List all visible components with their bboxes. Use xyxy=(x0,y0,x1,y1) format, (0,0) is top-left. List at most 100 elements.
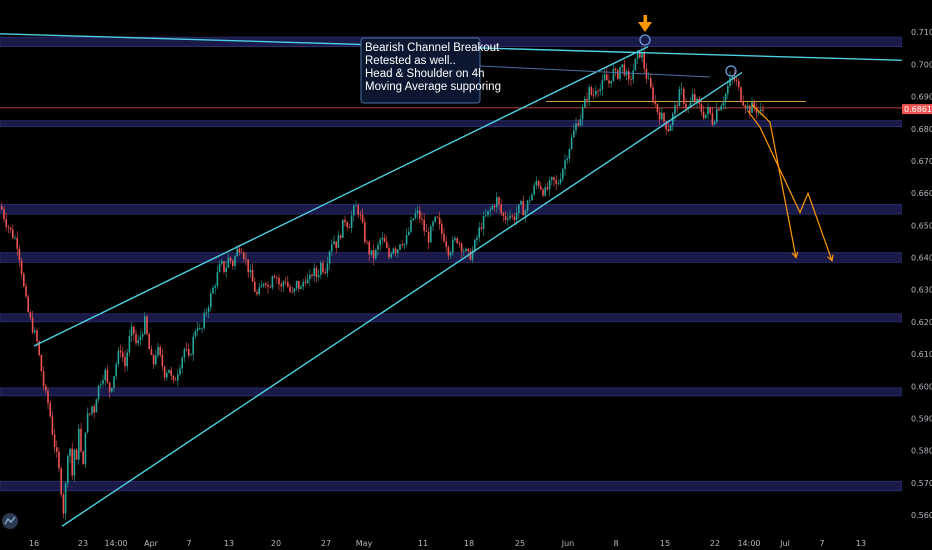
candle-body xyxy=(225,267,227,272)
candle-body xyxy=(711,112,714,125)
candle-body xyxy=(522,200,524,216)
candle-body xyxy=(337,235,340,248)
candle-body xyxy=(89,413,91,415)
candle-body xyxy=(568,148,571,159)
price-axis-ticks: 0.71000 0.70000 0.69000 0.68000 0.67000 0.660… xyxy=(911,28,932,520)
candle-body xyxy=(526,200,529,211)
price-tick-label: 0.63000 xyxy=(911,286,932,295)
price-tick-label: 0.65000 xyxy=(911,221,932,230)
annotation-line-3: Head & Shoulder on 4h xyxy=(365,68,485,80)
candle-body xyxy=(760,109,762,112)
candle-body xyxy=(93,406,95,413)
candle-body xyxy=(537,181,540,187)
candle-body xyxy=(148,334,150,350)
candle-body xyxy=(482,215,485,229)
candle-body xyxy=(430,226,432,243)
candle-body xyxy=(434,216,436,222)
candle-body xyxy=(188,349,190,356)
candle-body xyxy=(388,247,390,258)
projection-path xyxy=(751,104,797,258)
candle-body xyxy=(643,52,645,69)
candle-body xyxy=(135,333,137,344)
candle-body xyxy=(287,282,289,287)
candle-body xyxy=(379,239,381,245)
time-tick-label: 16 xyxy=(29,539,39,548)
candle-body xyxy=(324,272,326,274)
candle-body xyxy=(333,241,335,245)
candle-body xyxy=(38,341,40,355)
candle-body xyxy=(45,385,47,391)
candle-body xyxy=(447,246,450,256)
candle-body xyxy=(372,250,375,259)
candle-body xyxy=(650,78,652,88)
candle-body xyxy=(502,213,505,216)
candle-body xyxy=(432,221,434,227)
candle-body xyxy=(557,183,560,185)
annotation-pointer xyxy=(479,65,711,78)
candle-body xyxy=(674,105,676,114)
candle-body xyxy=(361,214,364,223)
annotation-line-1: Bearish Channel Breakout xyxy=(365,42,500,54)
time-tick-label: 27 xyxy=(321,539,331,548)
candle-body xyxy=(196,328,199,332)
candle-body xyxy=(742,101,744,106)
candle-body xyxy=(656,103,659,112)
candle-body xyxy=(56,447,58,452)
time-tick-label: 13 xyxy=(224,539,234,548)
candle-body xyxy=(683,88,685,104)
time-tick-label: Jun xyxy=(561,539,575,548)
candle-body xyxy=(203,313,205,329)
candle-body xyxy=(617,70,619,79)
candle-body xyxy=(419,210,421,219)
annotation-callout[interactable]: Bearish Channel Breakout Retested as wel… xyxy=(360,37,711,104)
candle-body xyxy=(370,250,373,255)
time-tick-label: 14:00 xyxy=(104,539,127,548)
candle-body xyxy=(454,238,456,241)
candle-body xyxy=(86,413,89,433)
candle-body xyxy=(278,277,280,285)
candle-body xyxy=(214,286,216,288)
candle-body xyxy=(245,258,247,260)
candle-body xyxy=(282,281,285,287)
candle-body xyxy=(12,229,14,238)
candle-body xyxy=(304,282,307,284)
candle-body xyxy=(265,283,267,286)
candle-body xyxy=(34,330,36,333)
candle-body xyxy=(663,112,665,122)
support-zone xyxy=(0,313,903,323)
candle-body xyxy=(544,187,546,196)
candle-body xyxy=(489,209,491,211)
candle-body xyxy=(614,68,617,71)
candle-body xyxy=(513,216,516,221)
candle-body xyxy=(238,248,241,253)
candle-body xyxy=(177,374,179,381)
candle-body xyxy=(5,219,7,227)
candle-body xyxy=(577,123,579,126)
candle-body xyxy=(720,105,722,111)
candle-body xyxy=(566,158,568,161)
candle-body xyxy=(603,74,606,81)
candle-body xyxy=(75,449,78,460)
candle-body xyxy=(509,215,511,219)
candle-body xyxy=(621,64,623,67)
candle-body xyxy=(542,189,544,196)
candle-body xyxy=(397,249,399,253)
candle-body xyxy=(309,274,311,280)
candle-body xyxy=(58,451,60,469)
candle-body xyxy=(564,160,566,170)
candle-body xyxy=(399,244,401,250)
candle-body xyxy=(27,296,29,313)
candle-body xyxy=(573,130,575,138)
candle-body xyxy=(518,204,520,214)
candle-body xyxy=(339,235,342,238)
time-tick-label: 25 xyxy=(515,539,525,548)
candle-body xyxy=(551,177,553,180)
candle-body xyxy=(25,286,27,297)
candle-body xyxy=(689,102,692,108)
tradingview-logo-icon[interactable] xyxy=(2,513,18,529)
candle-body xyxy=(313,268,315,277)
channel-upper-line xyxy=(33,46,649,347)
candle-body xyxy=(229,257,232,261)
time-tick-label: 7 xyxy=(186,539,191,548)
